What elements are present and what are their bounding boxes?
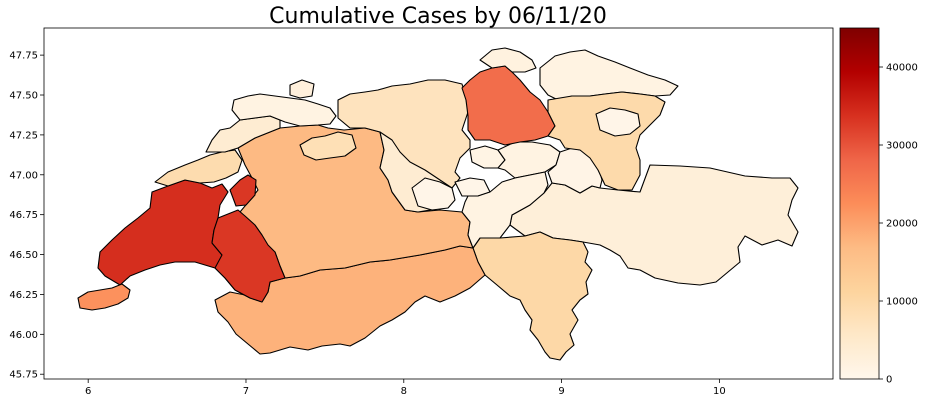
y-tick-label: 46.50 bbox=[9, 250, 38, 261]
x-tick-label: 6 bbox=[85, 386, 91, 397]
map-title: Cumulative Cases by 06/11/20 bbox=[269, 4, 607, 29]
y-tick-label: 46.25 bbox=[9, 290, 38, 301]
colorbar-tick-label: 20000 bbox=[886, 219, 918, 230]
colorbar-tick-label: 40000 bbox=[886, 63, 918, 74]
region-appenzell[interactable] bbox=[595, 107, 641, 137]
region-fribourg[interactable] bbox=[211, 209, 286, 303]
x-tick-label: 10 bbox=[713, 386, 726, 397]
region-ticino[interactable] bbox=[472, 231, 593, 361]
region-schaffhausen[interactable] bbox=[479, 47, 537, 73]
x-tick-label: 7 bbox=[243, 386, 249, 397]
region-solothurn[interactable] bbox=[299, 131, 357, 161]
region-neuchatel[interactable] bbox=[154, 149, 243, 187]
region-obwalden[interactable] bbox=[411, 177, 456, 211]
y-tick-label: 45.75 bbox=[9, 370, 38, 381]
map-frame bbox=[43, 27, 834, 380]
colorbar-tick-label: 10000 bbox=[886, 297, 918, 308]
y-tick-label: 47.75 bbox=[9, 51, 38, 62]
region-basel-stadt[interactable] bbox=[289, 79, 315, 99]
x-tick-label: 8 bbox=[401, 386, 407, 397]
y-tick-label: 46.00 bbox=[9, 330, 38, 341]
region-fribourg-enclave[interactable] bbox=[229, 174, 257, 207]
y-tick-label: 47.25 bbox=[9, 130, 38, 141]
x-tick-label: 9 bbox=[558, 386, 564, 397]
colorbar-tick-label: 30000 bbox=[886, 141, 918, 152]
colorbar-tick-label: 0 bbox=[886, 375, 892, 386]
y-axis: 45.75 46.00 46.25 46.50 46.75 47.00 47.25 47.50… bbox=[9, 51, 44, 381]
colorbar bbox=[839, 27, 880, 380]
x-axis: 6 7 8 9 10 bbox=[85, 379, 726, 397]
colorbar-axis: 0 10000 20000 30000 40000 bbox=[879, 63, 918, 386]
region-uri[interactable] bbox=[461, 171, 549, 249]
canton-layer bbox=[77, 47, 799, 361]
region-basel-landschaft[interactable] bbox=[231, 93, 337, 127]
region-geneva[interactable] bbox=[77, 283, 131, 311]
y-tick-label: 47.50 bbox=[9, 91, 38, 102]
y-tick-label: 47.00 bbox=[9, 170, 38, 181]
y-tick-label: 46.75 bbox=[9, 210, 38, 221]
